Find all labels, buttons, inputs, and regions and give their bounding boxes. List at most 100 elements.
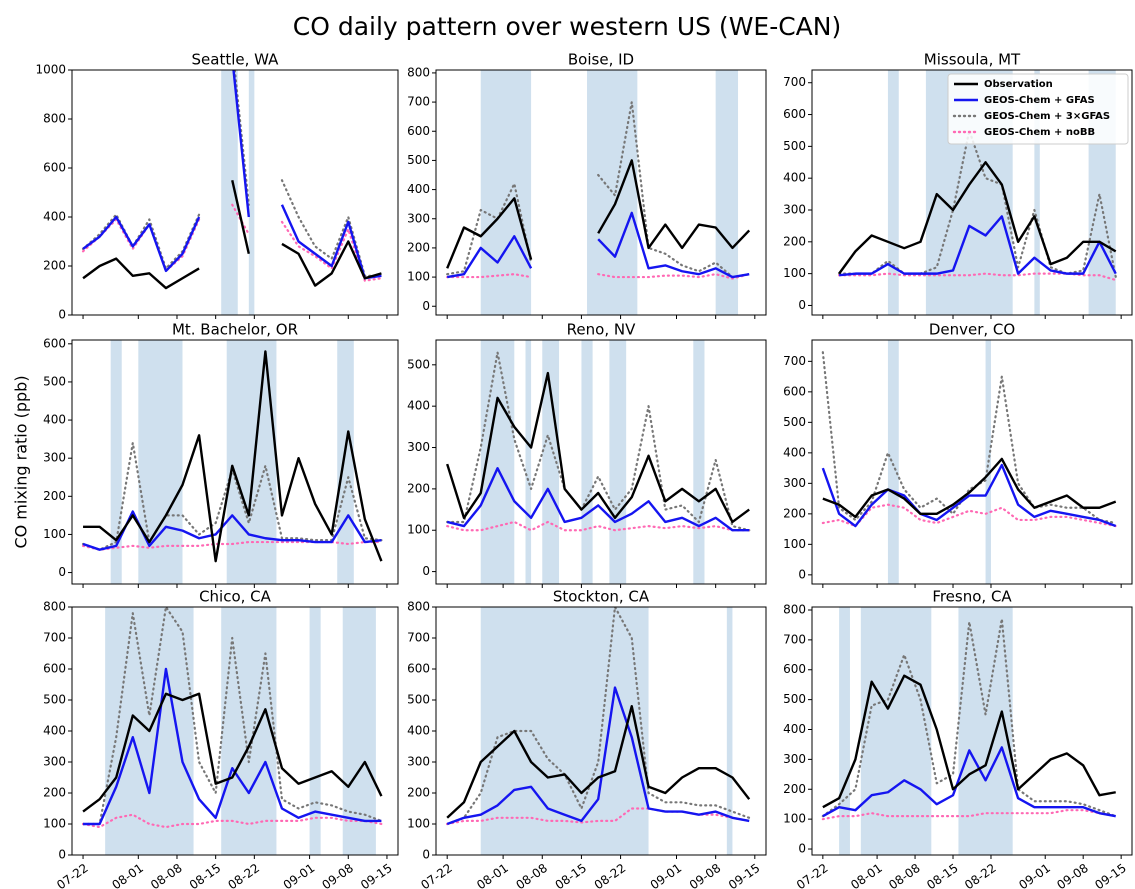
panel-title: Fresno, CA bbox=[932, 588, 1012, 606]
y-tick-label: 800 bbox=[407, 600, 430, 614]
x-tick-label: 09-15 bbox=[726, 861, 763, 889]
y-tick-label: 500 bbox=[407, 357, 430, 371]
y-tick-label: 600 bbox=[783, 662, 806, 676]
series-line bbox=[822, 457, 1117, 519]
y-tick-label: 700 bbox=[407, 631, 430, 645]
y-tick-label: 400 bbox=[407, 399, 430, 413]
series-line bbox=[81, 607, 383, 826]
x-tick-label: 07-22 bbox=[418, 861, 455, 889]
series-group bbox=[821, 351, 1117, 528]
axes-frame bbox=[435, 339, 767, 585]
legend-box bbox=[947, 73, 1129, 145]
x-tick-label: 08-15 bbox=[924, 861, 961, 889]
legend-label: GEOS-Chem + noBB bbox=[984, 127, 1095, 138]
series-line bbox=[446, 467, 750, 532]
y-tick-label: 600 bbox=[783, 384, 806, 398]
series-line bbox=[822, 746, 1116, 818]
x-tick-label: 07-22 bbox=[54, 861, 91, 889]
y-tick-label: 200 bbox=[43, 786, 66, 800]
y-tick-label: 0 bbox=[422, 299, 430, 313]
y-tick-label: 300 bbox=[407, 755, 430, 769]
series-line bbox=[82, 215, 201, 273]
series-line bbox=[82, 510, 382, 551]
series-line bbox=[82, 257, 200, 290]
series-line bbox=[597, 211, 750, 279]
y-tick-label: 1000 bbox=[35, 63, 66, 77]
series-line bbox=[446, 520, 751, 532]
series-group bbox=[81, 350, 383, 563]
series-line bbox=[839, 215, 1117, 277]
y-tick-label: 500 bbox=[783, 139, 806, 153]
panel: Stockton, CA 0 100 200 300 400 500 600 700 800 07-… bbox=[407, 588, 767, 889]
panel-title: Chico, CA bbox=[199, 588, 272, 606]
x-tick-label: 07-22 bbox=[794, 861, 831, 889]
panel: Mt. Bachelor, OR 0 100 200 300 400 500 600 bbox=[43, 321, 399, 588]
y-tick-label: 600 bbox=[43, 662, 66, 676]
series-group bbox=[81, 70, 383, 290]
y-tick-label: 800 bbox=[43, 600, 66, 614]
y-tick-label: 700 bbox=[43, 631, 66, 645]
y-tick-label: 200 bbox=[407, 786, 430, 800]
shaded-period bbox=[887, 70, 899, 315]
panel-title: Boise, ID bbox=[568, 51, 634, 69]
series-line bbox=[81, 813, 383, 829]
series-line bbox=[446, 705, 751, 819]
y-tick-label: 400 bbox=[783, 445, 806, 459]
y-tick-label: 800 bbox=[43, 112, 66, 126]
series-line bbox=[232, 70, 251, 218]
series-line bbox=[82, 692, 383, 813]
shaded-period bbox=[887, 340, 899, 584]
series-line bbox=[81, 213, 201, 270]
x-tick-label: 09-15 bbox=[358, 861, 395, 889]
x-tick-label: 09-08 bbox=[319, 861, 356, 889]
y-tick-label: 700 bbox=[407, 95, 430, 109]
shaded-period bbox=[138, 340, 183, 584]
series-line bbox=[446, 686, 750, 826]
y-tick-label: 300 bbox=[783, 476, 806, 490]
shaded-period bbox=[337, 340, 354, 584]
y-tick-label: 400 bbox=[407, 182, 430, 196]
y-tick-label: 400 bbox=[43, 724, 66, 738]
series-line bbox=[233, 70, 250, 206]
y-tick-label: 0 bbox=[798, 298, 806, 312]
y-tick-label: 600 bbox=[407, 662, 430, 676]
x-tick-label: 08-15 bbox=[187, 861, 224, 889]
series-line bbox=[821, 503, 1117, 528]
x-tick-label: 08-22 bbox=[962, 861, 999, 889]
y-tick-label: 0 bbox=[58, 565, 66, 579]
y-tick-label: 400 bbox=[407, 724, 430, 738]
axes-frame bbox=[811, 69, 1133, 316]
y-tick-label: 300 bbox=[783, 752, 806, 766]
x-tick-label: 09-01 bbox=[1016, 861, 1053, 889]
shaded-period bbox=[221, 607, 277, 855]
x-tick-label: 08-01 bbox=[848, 861, 885, 889]
x-tick-label: 08-22 bbox=[225, 861, 262, 889]
series-line bbox=[231, 179, 250, 255]
shaded-period bbox=[110, 340, 122, 584]
panel: Chico, CA 0 100 200 300 400 500 600 700 800 07-22 0… bbox=[43, 588, 399, 889]
y-tick-label: 100 bbox=[407, 817, 430, 831]
shaded-period bbox=[480, 70, 532, 315]
series-line bbox=[446, 197, 533, 269]
y-tick-label: 200 bbox=[407, 240, 430, 254]
series-line bbox=[821, 351, 1117, 525]
y-tick-label: 0 bbox=[798, 842, 806, 856]
y-tick-label: 600 bbox=[407, 124, 430, 138]
x-tick-label: 08-01 bbox=[474, 861, 511, 889]
y-tick-label: 800 bbox=[407, 65, 430, 79]
shaded-period bbox=[587, 70, 638, 315]
series-line bbox=[280, 220, 383, 282]
x-tick-label: 08-08 bbox=[886, 861, 923, 889]
legend-label: GEOS-Chem + 3×GFAS bbox=[984, 111, 1110, 122]
panel: Boise, ID 0 100 200 300 400 500 600 700 800 bbox=[407, 51, 767, 319]
panel: Seattle, WA 0 200 400 600 800 1000 bbox=[35, 51, 399, 322]
series-line bbox=[281, 240, 382, 287]
x-tick-label: 09-15 bbox=[1092, 861, 1129, 889]
panel-title: Reno, NV bbox=[567, 321, 636, 339]
y-axis-label: CO mixing ratio (ppb) bbox=[12, 375, 31, 548]
y-tick-label: 600 bbox=[43, 161, 66, 175]
y-tick-label: 300 bbox=[407, 211, 430, 225]
y-tick-label: 200 bbox=[43, 489, 66, 503]
shaded-period bbox=[525, 340, 532, 584]
